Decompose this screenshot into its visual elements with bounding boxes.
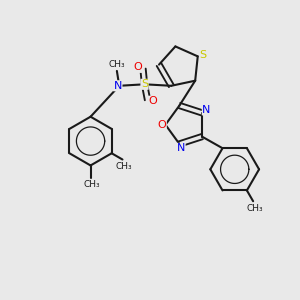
Text: O: O	[133, 62, 142, 72]
Text: O: O	[148, 96, 157, 106]
Text: CH₃: CH₃	[246, 204, 263, 213]
Text: CH₃: CH₃	[84, 180, 100, 189]
Text: CH₃: CH₃	[109, 60, 125, 69]
Text: N: N	[202, 105, 211, 115]
Text: S: S	[141, 79, 148, 89]
Text: CH₃: CH₃	[116, 161, 132, 170]
Text: S: S	[200, 50, 207, 60]
Text: N: N	[114, 81, 122, 91]
Text: N: N	[177, 143, 185, 153]
Text: O: O	[158, 120, 166, 130]
